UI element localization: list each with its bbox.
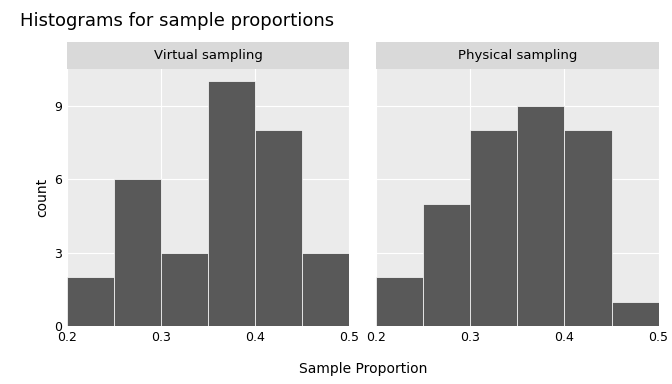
Bar (67, 277, 114, 326)
Text: Histograms for sample proportions: Histograms for sample proportions (20, 12, 334, 30)
Text: Sample Proportion: Sample Proportion (298, 362, 427, 376)
Bar (470, 131, 517, 326)
Text: Physical sampling: Physical sampling (458, 49, 577, 62)
Bar (423, 204, 470, 326)
Bar (517, 106, 564, 326)
Bar (114, 179, 161, 326)
Bar (255, 131, 302, 326)
Bar (564, 131, 612, 326)
Bar (302, 253, 349, 326)
Bar (161, 253, 208, 326)
Bar (612, 302, 659, 326)
Y-axis label: count: count (35, 178, 49, 217)
Text: Virtual sampling: Virtual sampling (154, 49, 263, 62)
Bar (376, 277, 423, 326)
Bar (208, 81, 255, 326)
